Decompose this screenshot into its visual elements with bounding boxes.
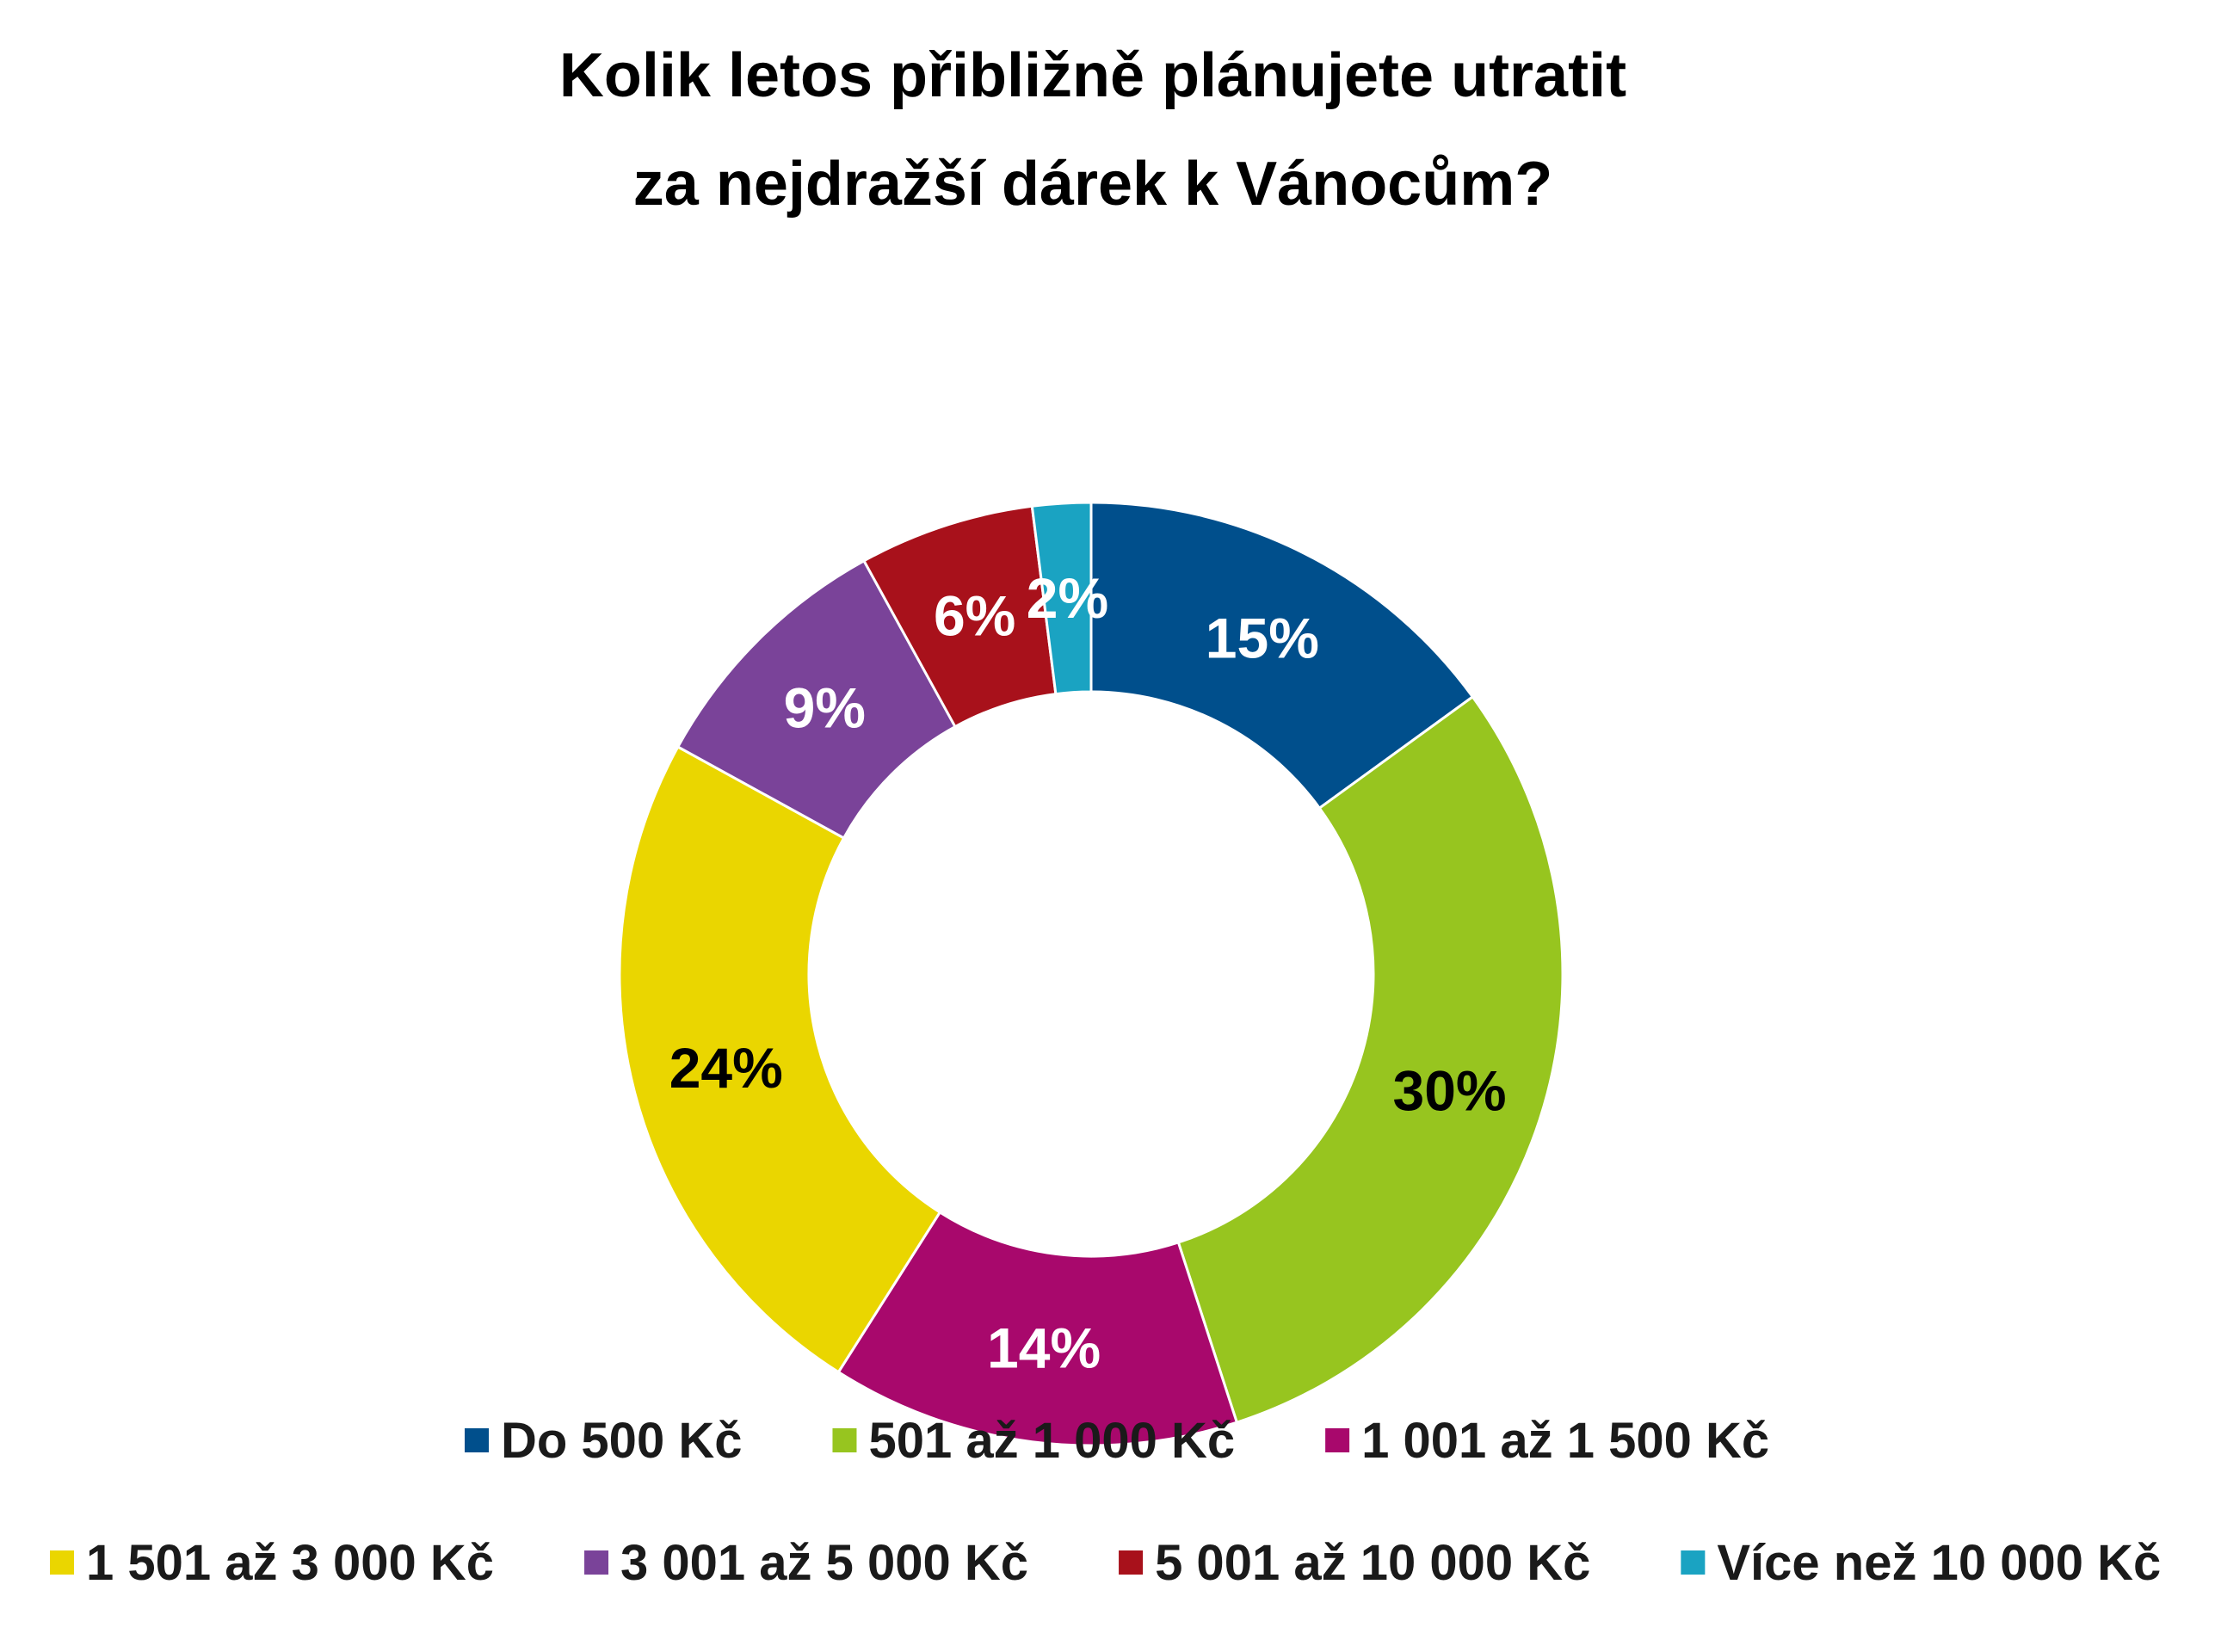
legend-swatch	[465, 1428, 489, 1452]
slice-data-label: 2%	[1027, 566, 1108, 630]
legend-swatch	[50, 1550, 74, 1575]
slice-data-label: 14%	[987, 1316, 1101, 1380]
donut-slice	[618, 744, 942, 1374]
legend-swatch	[1325, 1428, 1350, 1452]
legend-label: 5 001 až 10 000 Kč	[1155, 1535, 1590, 1591]
legend-swatch	[1681, 1550, 1706, 1575]
slice-data-label: 24%	[669, 1036, 783, 1100]
legend-swatch	[1119, 1550, 1144, 1575]
legend-label: 501 až 1 000 Kč	[868, 1413, 1235, 1469]
slice-data-label: 9%	[784, 675, 866, 739]
chart-legend: Do 500 Kč 501 až 1 000 Kč 1 001 až 1 500 K…	[50, 1413, 2161, 1591]
data-labels: 15% 30% 14% 24% 9% 6% 2%	[669, 566, 1507, 1380]
chart-title-line: Kolik letos přibližně plánujete utratit	[559, 41, 1626, 110]
donut-slices	[618, 501, 1564, 1447]
donut-slice	[836, 1210, 1239, 1447]
donut-slice	[1030, 501, 1093, 696]
legend-label: Do 500 Kč	[501, 1413, 742, 1469]
donut-slice	[1176, 694, 1564, 1425]
slice-data-label: 15%	[1206, 607, 1319, 670]
slice-data-label: 6%	[934, 583, 1015, 647]
donut-slice	[1089, 501, 1475, 811]
chart-title: Kolik letos přibližně plánujete utratit z…	[559, 41, 1626, 219]
legend-label: 3 001 až 5 000 Kč	[620, 1535, 1028, 1591]
legend-label: 1 501 až 3 000 Kč	[86, 1535, 494, 1591]
legend-swatch	[584, 1550, 609, 1575]
legend-swatch	[832, 1428, 857, 1452]
legend-label: Více než 10 000 Kč	[1717, 1535, 2161, 1591]
slice-data-label: 30%	[1393, 1058, 1507, 1122]
legend-label: 1 001 až 1 500 Kč	[1361, 1413, 1769, 1469]
chart-title-line: za nejdražší dárek k Vánocům?	[633, 150, 1552, 219]
